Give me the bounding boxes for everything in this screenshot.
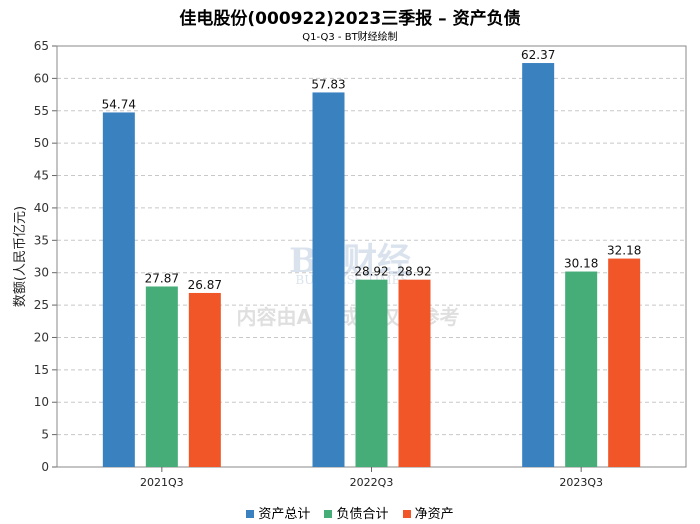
data-label: 28.92 bbox=[397, 265, 431, 279]
y-axis-label: 数额(人民币亿元) bbox=[13, 206, 28, 307]
legend-label-liabilities: 负债合计 bbox=[336, 507, 389, 522]
y-tick-label: 45 bbox=[34, 169, 49, 183]
y-tick-label: 55 bbox=[34, 104, 49, 118]
y-tick-label: 20 bbox=[34, 330, 49, 344]
legend-item-liabilities[interactable]: 负债合计 bbox=[324, 503, 389, 522]
watermark-logo: BT财经 bbox=[289, 241, 411, 281]
y-tick-label: 25 bbox=[34, 298, 49, 312]
chart-title: 佳电股份(000922)2023三季报 – 资产负债 bbox=[179, 9, 521, 29]
data-label: 54.74 bbox=[102, 97, 136, 111]
legend-swatch-net-assets bbox=[402, 510, 411, 518]
data-label: 28.92 bbox=[354, 265, 388, 279]
y-tick-label: 30 bbox=[34, 266, 49, 280]
legend-item-net-assets[interactable]: 净资产 bbox=[402, 503, 454, 522]
bar-2023Q3-1 bbox=[565, 271, 598, 467]
y-tick-label: 5 bbox=[41, 428, 49, 442]
bar-2021Q3-2 bbox=[188, 292, 221, 467]
data-label: 32.18 bbox=[607, 244, 641, 258]
bar-2022Q3-2 bbox=[398, 279, 431, 467]
legend-swatch-assets bbox=[246, 510, 255, 518]
y-tick-label: 0 bbox=[41, 460, 49, 474]
data-label: 26.87 bbox=[188, 278, 222, 292]
legend-swatch-liabilities bbox=[324, 510, 333, 518]
bar-2023Q3-0 bbox=[522, 63, 555, 468]
legend-item-assets[interactable]: 资产总计 bbox=[246, 503, 310, 522]
legend: 资产总计 负债合计 净资产 bbox=[0, 503, 700, 522]
chart-subtitle: Q1-Q3 - BT财经绘制 bbox=[302, 32, 398, 43]
y-tick-label: 50 bbox=[34, 136, 49, 150]
y-tick-label: 40 bbox=[34, 201, 49, 215]
bar-2021Q3-1 bbox=[145, 286, 178, 467]
x-tick-label: 2022Q3 bbox=[350, 476, 394, 489]
x-tick-label: 2023Q3 bbox=[559, 476, 603, 489]
legend-label-assets: 资产总计 bbox=[258, 507, 311, 522]
y-tick-label: 65 bbox=[34, 39, 49, 53]
data-label: 57.83 bbox=[311, 77, 345, 91]
data-label: 27.87 bbox=[145, 271, 179, 285]
bar-2023Q3-2 bbox=[608, 258, 641, 467]
y-tick-label: 35 bbox=[34, 233, 49, 247]
y-tick-label: 10 bbox=[34, 395, 49, 409]
legend-label-net-assets: 净资产 bbox=[414, 507, 454, 522]
bar-2022Q3-1 bbox=[355, 279, 388, 467]
data-label: 62.37 bbox=[521, 48, 555, 62]
y-tick-label: 15 bbox=[34, 363, 49, 377]
bar-2022Q3-0 bbox=[312, 92, 345, 467]
bar-2021Q3-0 bbox=[102, 112, 135, 467]
watermark-logo-subtext: BUSINESS TIMES bbox=[295, 273, 408, 287]
x-tick-label: 2021Q3 bbox=[140, 476, 184, 489]
y-tick-label: 60 bbox=[34, 71, 49, 85]
data-label: 30.18 bbox=[564, 257, 598, 271]
